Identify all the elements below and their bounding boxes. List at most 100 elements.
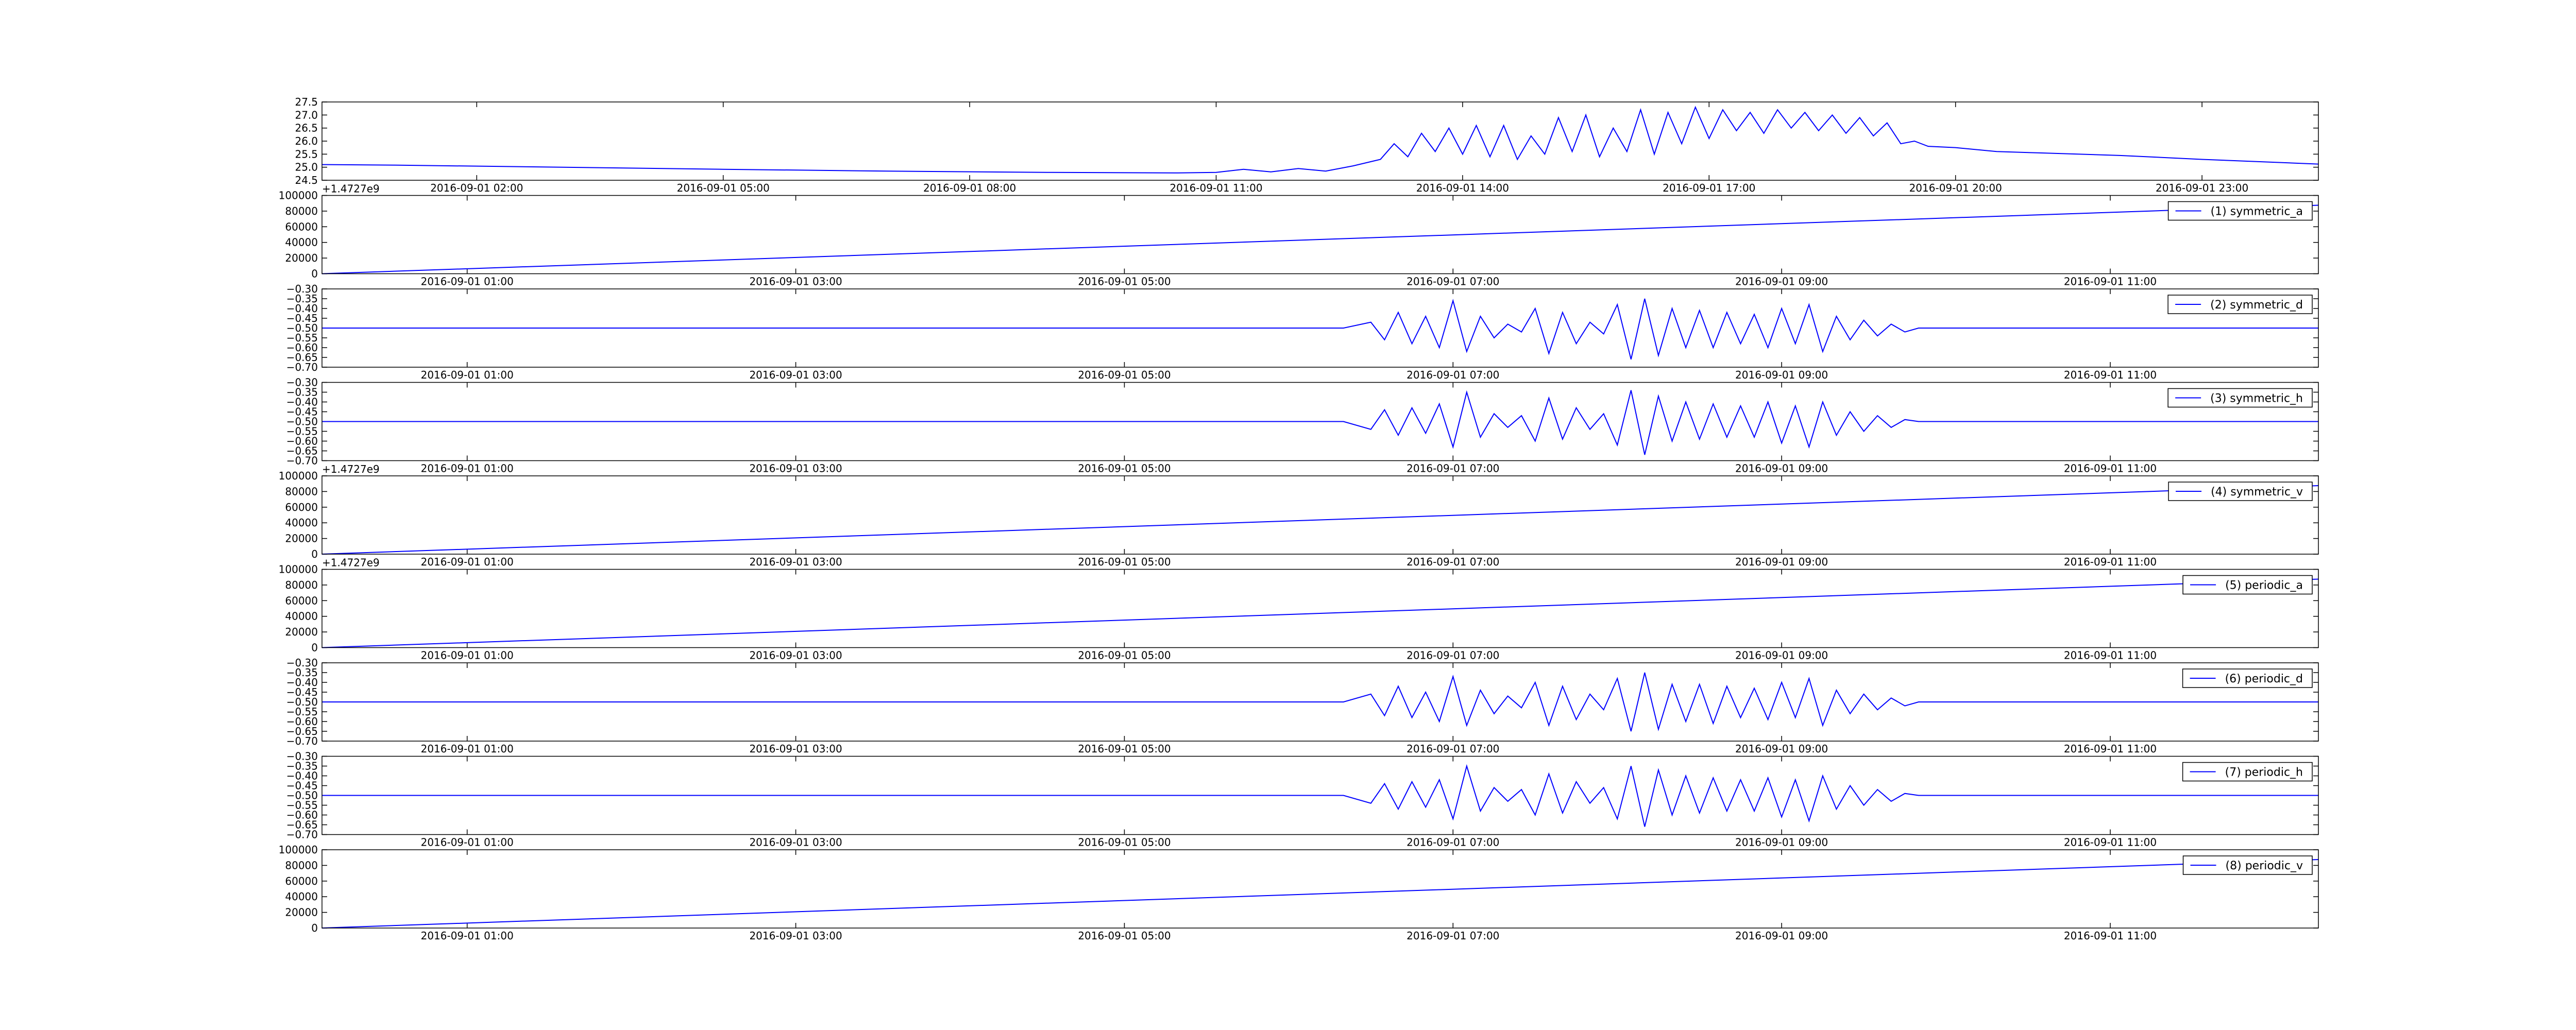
data-line (322, 390, 2318, 455)
y-tick-label: 0 (311, 642, 318, 654)
y-tick-label: 60000 (285, 594, 318, 607)
x-tick-label: 2016-09-01 03:00 (749, 276, 842, 288)
x-tick-label: 2016-09-01 03:00 (749, 743, 842, 755)
y-tick-label: −0.50 (286, 696, 318, 708)
y-tick-label: −0.50 (286, 322, 318, 334)
x-tick-label: 2016-09-01 01:00 (421, 930, 514, 942)
data-line (321, 859, 2319, 929)
y-tick-label: −0.70 (286, 361, 318, 373)
legend-label: (8) periodic_v (2226, 860, 2303, 872)
y-tick-label: 40000 (285, 236, 318, 249)
x-tick-label: 2016-09-01 11:00 (2064, 462, 2157, 475)
x-tick-label: 2016-09-01 03:00 (749, 649, 842, 662)
legend-label: (7) periodic_h (2225, 766, 2303, 779)
y-tick-label: −0.45 (286, 406, 318, 418)
x-tick-label: 2016-09-01 23:00 (2156, 182, 2248, 194)
y-tick-label: −0.70 (286, 455, 318, 467)
legend-label: (6) periodic_d (2225, 673, 2303, 685)
x-tick-label: 2016-09-01 11:00 (2064, 369, 2157, 381)
x-tick-label: 2016-09-01 11:00 (2064, 276, 2157, 288)
data-line (321, 106, 2319, 174)
y-offset-text: +1.4727e9 (322, 557, 380, 569)
legend-label: (1) symmetric_a (2211, 205, 2303, 218)
x-tick-label: 2016-09-01 05:00 (1078, 836, 1171, 849)
y-tick-label: −0.55 (286, 332, 318, 344)
x-tick-label: 2016-09-01 11:00 (2064, 930, 2157, 942)
x-tick-label: 2016-09-01 09:00 (1735, 462, 1828, 475)
y-tick-label: −0.30 (286, 283, 318, 295)
y-tick-label: −0.35 (286, 293, 318, 305)
legend-label: (4) symmetric_v (2211, 486, 2303, 499)
y-tick-label: −0.50 (286, 416, 318, 428)
legend-label: (3) symmetric_h (2210, 392, 2303, 405)
x-tick-label: 2016-09-01 11:00 (2064, 556, 2157, 568)
x-tick-label: 2016-09-01 01:00 (421, 369, 514, 381)
y-tick-label: 80000 (285, 205, 318, 217)
y-tick-label: 27.0 (295, 109, 318, 121)
x-tick-label: 2016-09-01 05:00 (1078, 649, 1171, 662)
y-tick-label: 26.5 (295, 122, 318, 134)
y-tick-label: 20000 (285, 533, 318, 545)
x-tick-label: 2016-09-01 09:00 (1735, 369, 1828, 381)
axes-frame (321, 569, 2319, 648)
y-tick-label: 40000 (285, 610, 318, 623)
axes-frame (321, 288, 2319, 368)
x-tick-label: 2016-09-01 05:00 (1078, 369, 1171, 381)
y-tick-label: 0 (311, 548, 318, 560)
y-offset-text: +1.4727e9 (322, 463, 380, 475)
y-tick-label: −0.40 (286, 770, 318, 782)
y-tick-label: 100000 (279, 190, 318, 202)
y-tick-label: −0.40 (286, 302, 318, 315)
y-tick-label: −0.35 (286, 386, 318, 399)
y-tick-label: −0.60 (286, 715, 318, 728)
x-tick-label: 2016-09-01 11:00 (1170, 182, 1262, 194)
x-tick-label: 2016-09-01 07:00 (1406, 930, 1499, 942)
y-tick-label: −0.70 (286, 735, 318, 747)
x-tick-label: 2016-09-01 03:00 (749, 556, 842, 568)
y-tick-label: 60000 (285, 220, 318, 233)
axes-frame (321, 849, 2319, 929)
x-tick-label: 2016-09-01 03:00 (749, 836, 842, 849)
y-tick-label: −0.60 (286, 341, 318, 354)
axes-frame (321, 662, 2319, 742)
axes-frame (321, 195, 2319, 274)
y-tick-label: −0.30 (286, 657, 318, 669)
x-tick-label: 2016-09-01 05:00 (1078, 743, 1171, 755)
y-tick-label: −0.40 (286, 676, 318, 689)
y-tick-label: −0.55 (286, 425, 318, 438)
y-tick-label: −0.50 (286, 789, 318, 802)
x-tick-label: 2016-09-01 05:00 (1078, 930, 1171, 942)
data-line (322, 764, 2318, 827)
y-tick-label: −0.65 (286, 445, 318, 457)
y-tick-label: 0 (311, 268, 318, 280)
axes-frame (321, 382, 2319, 461)
y-tick-label: −0.45 (286, 312, 318, 324)
y-tick-label: 80000 (285, 485, 318, 497)
y-tick-label: −0.55 (286, 706, 318, 718)
x-tick-label: 2016-09-01 01:00 (421, 743, 514, 755)
x-tick-label: 2016-09-01 11:00 (2064, 649, 2157, 662)
x-tick-label: 2016-09-01 09:00 (1735, 556, 1828, 568)
x-tick-label: 2016-09-01 02:00 (430, 182, 523, 194)
y-tick-label: 20000 (285, 906, 318, 919)
y-tick-label: 20000 (285, 626, 318, 638)
data-line (321, 578, 2319, 648)
x-tick-label: 2016-09-01 07:00 (1406, 836, 1499, 849)
x-tick-label: 2016-09-01 11:00 (2064, 743, 2157, 755)
data-line (322, 672, 2318, 732)
y-tick-label: −0.70 (286, 829, 318, 841)
y-tick-label: 40000 (285, 890, 318, 903)
x-tick-label: 2016-09-01 01:00 (421, 836, 514, 849)
y-tick-label: 40000 (285, 517, 318, 529)
x-tick-label: 2016-09-01 07:00 (1406, 743, 1499, 755)
x-tick-label: 2016-09-01 03:00 (749, 462, 842, 475)
y-tick-label: 100000 (279, 470, 318, 482)
x-tick-label: 2016-09-01 11:00 (2064, 836, 2157, 849)
x-tick-label: 2016-09-01 07:00 (1406, 369, 1499, 381)
y-tick-label: −0.60 (286, 435, 318, 448)
x-tick-label: 2016-09-01 03:00 (749, 369, 842, 381)
x-tick-label: 2016-09-01 09:00 (1735, 649, 1828, 662)
y-tick-label: −0.45 (286, 780, 318, 792)
